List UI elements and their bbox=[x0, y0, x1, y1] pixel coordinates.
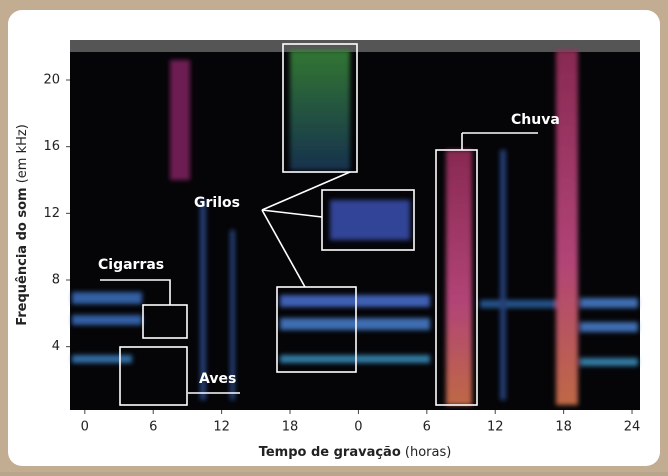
x-tick-label: 24 bbox=[624, 420, 641, 435]
annotation: Grilos bbox=[194, 195, 240, 211]
x-tick-label: 18 bbox=[555, 420, 572, 435]
x-tick-label: 0 bbox=[81, 420, 89, 435]
y-tick-label: 20 bbox=[43, 73, 60, 88]
annotation: Cigarras bbox=[98, 257, 164, 273]
y-tick-label: 12 bbox=[43, 206, 60, 221]
spectrogram bbox=[70, 40, 640, 410]
figure: Cigarras Grilos Aves Chuva Frequência do… bbox=[0, 0, 668, 472]
annotation: Aves bbox=[199, 371, 236, 387]
x-tick-label: 0 bbox=[354, 420, 362, 435]
y-tick-label: 4 bbox=[52, 339, 60, 354]
x-tick-label: 6 bbox=[149, 420, 157, 435]
x-tick-label: 6 bbox=[423, 420, 431, 435]
y-tick-label: 8 bbox=[52, 273, 60, 288]
y-axis-label: Frequência do som (em kHz) bbox=[15, 124, 30, 326]
x-tick-label: 12 bbox=[213, 420, 230, 435]
y-tick-label: 16 bbox=[43, 139, 60, 154]
x-tick-label: 18 bbox=[282, 420, 299, 435]
x-axis-label: Tempo de gravação (horas) bbox=[259, 445, 452, 460]
x-tick-label: 12 bbox=[487, 420, 504, 435]
annotation: Chuva bbox=[511, 112, 560, 128]
